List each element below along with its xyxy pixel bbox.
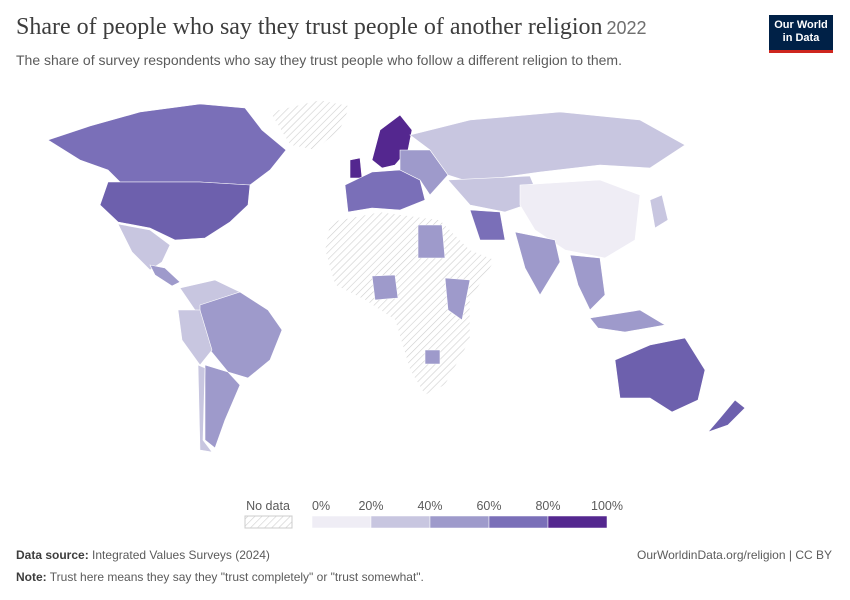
title-block: Share of people who say they trust peopl… (16, 14, 647, 41)
legend-swatch (488, 515, 549, 529)
legend-swatch (311, 515, 372, 529)
ethiopia-kenya[interactable] (444, 277, 471, 321)
indonesia[interactable] (589, 309, 666, 333)
legend-swatch (547, 515, 608, 529)
legend-tick-label: 80% (535, 499, 560, 513)
new-zealand[interactable] (707, 399, 746, 433)
legend-no-data-swatch (244, 515, 293, 529)
western-europe[interactable] (344, 169, 426, 213)
year: 2022 (606, 18, 647, 38)
source-label: Data source: (16, 548, 89, 562)
russia[interactable] (409, 111, 686, 183)
china[interactable] (519, 179, 641, 259)
zimbabwe[interactable] (424, 349, 441, 365)
logo-line: in Data (782, 32, 820, 44)
legend-swatch (370, 515, 431, 529)
japan[interactable] (649, 194, 669, 229)
legend-tick-label: 0% (312, 499, 330, 513)
legend-swatch (429, 515, 490, 529)
subtitle: The share of survey respondents who say … (16, 52, 622, 68)
note: Note: Trust here means they say they "tr… (16, 570, 424, 584)
nigeria[interactable] (371, 274, 399, 301)
india[interactable] (514, 231, 561, 296)
note-text: Trust here means they say they "trust co… (49, 570, 424, 584)
peru-bolivia[interactable] (177, 309, 213, 366)
canada[interactable] (47, 103, 287, 186)
logo-line: Our World (774, 19, 828, 31)
legend-tick-label: 100% (591, 499, 623, 513)
logo[interactable]: Our World in Data (769, 15, 833, 53)
brazil[interactable] (199, 291, 283, 379)
southeast-asia[interactable] (569, 254, 606, 311)
link[interactable]: OurWorldinData.org/religion | CC BY (637, 548, 832, 562)
chile[interactable] (197, 364, 213, 453)
usa[interactable] (99, 181, 251, 241)
legend-tick-label: 40% (417, 499, 442, 513)
source: Data source: Integrated Values Surveys (… (16, 548, 270, 562)
legend-tick-label: 20% (358, 499, 383, 513)
source-text: Integrated Values Surveys (2024) (92, 548, 270, 562)
mexico[interactable] (117, 223, 171, 271)
australia[interactable] (614, 337, 706, 413)
africa (324, 211, 496, 396)
argentina[interactable] (204, 364, 241, 449)
greenland (269, 99, 351, 151)
note-label: Note: (16, 570, 47, 584)
legend-label: No data (246, 499, 290, 513)
title: Share of people who say they trust peopl… (16, 14, 603, 40)
central-america[interactable] (149, 264, 181, 287)
iran[interactable] (469, 209, 506, 241)
egypt[interactable] (417, 224, 446, 259)
uk[interactable] (349, 157, 363, 179)
legend-tick-label: 60% (476, 499, 501, 513)
legend: No data 0% 20% 40% 60% 80% 100% (244, 499, 623, 529)
